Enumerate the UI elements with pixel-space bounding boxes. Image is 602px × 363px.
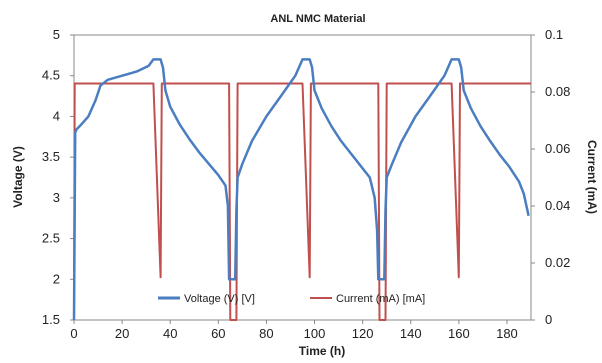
series-line-current [73, 82, 531, 321]
x-tick-label: 100 [304, 326, 326, 341]
y-tick-label: 5 [53, 27, 60, 42]
x-tick-label: 20 [115, 326, 129, 341]
y2-tick-label: 0.02 [545, 255, 570, 270]
y-tick-label: 1.5 [42, 312, 60, 327]
y-tick-label: 4 [53, 108, 60, 123]
y-tick-label: 2 [53, 271, 60, 286]
y-axis-title: Voltage (V) [11, 146, 25, 208]
x-tick-label: 160 [448, 326, 470, 341]
y2-tick-label: 0 [545, 312, 552, 327]
legend: Voltage (V) [V] Current (mA) [mA] [158, 293, 425, 305]
x-axis-title: Time (h) [299, 344, 345, 358]
x-tick-label: 80 [259, 326, 273, 341]
series-layer [72, 58, 531, 321]
y2-tick-label: 0.08 [545, 84, 570, 99]
x-tick-label: 40 [163, 326, 177, 341]
y2-tick-label: 0.04 [545, 198, 570, 213]
y-axis-right: 0 0.02 0.04 0.06 0.08 0.1 [531, 27, 570, 327]
y-tick-label: 3.5 [42, 149, 60, 164]
y2-axis-title: Current (mA) [585, 140, 599, 214]
y2-tick-label: 0.06 [545, 141, 570, 156]
legend-label-voltage: Voltage (V) [V] [184, 293, 255, 305]
y-tick-label: 4.5 [42, 68, 60, 83]
x-tick-label: 140 [400, 326, 422, 341]
y2-tick-label: 0.1 [545, 27, 563, 42]
x-tick-label: 0 [70, 326, 77, 341]
chart-title: ANL NMC Material [270, 13, 365, 25]
series-line-voltage [72, 58, 530, 321]
x-tick-label: 120 [352, 326, 374, 341]
legend-label-current: Current (mA) [mA] [336, 293, 425, 305]
x-axis: 0 20 40 60 80 100 120 140 160 180 [70, 320, 518, 341]
y-tick-label: 3 [53, 190, 60, 205]
y-axis-left: 1.5 2 2.5 3 3.5 4 4.5 5 [42, 27, 74, 327]
x-tick-label: 180 [496, 326, 518, 341]
y-tick-label: 2.5 [42, 231, 60, 246]
x-tick-label: 60 [211, 326, 225, 341]
